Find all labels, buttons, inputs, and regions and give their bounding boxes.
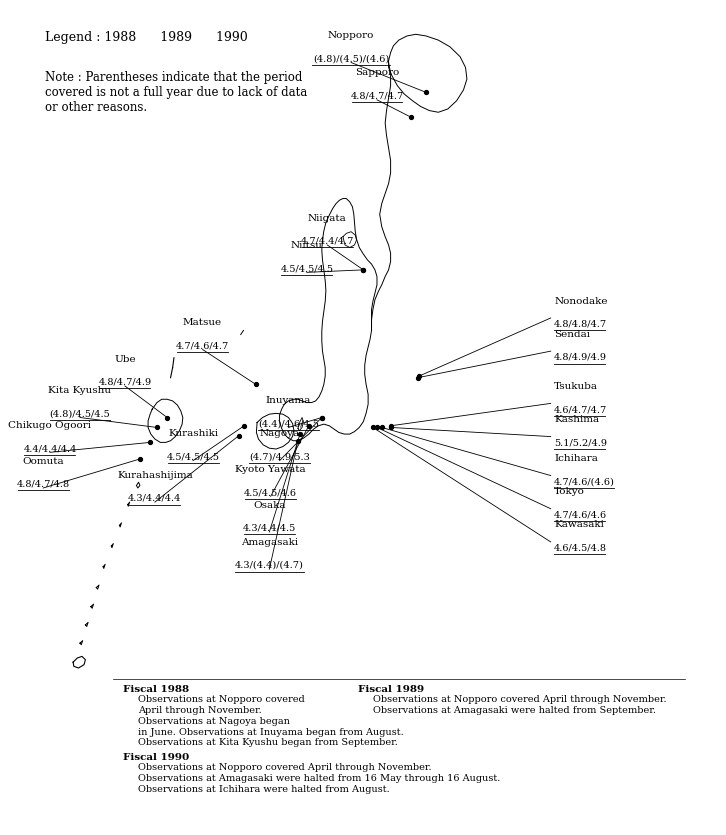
Text: 4.8/4.7/4.9: 4.8/4.7/4.9	[98, 377, 152, 387]
Text: Tokyo: Tokyo	[554, 488, 585, 496]
Text: 4.8/4.9/4.9: 4.8/4.9/4.9	[554, 353, 607, 362]
Text: Observations at Ichihara were halted from August.: Observations at Ichihara were halted fro…	[138, 785, 390, 794]
Text: Matsue: Matsue	[183, 318, 222, 327]
Text: 4.5/4.5/4.6: 4.5/4.5/4.6	[244, 488, 297, 497]
Text: 4.7/4.4/4.7: 4.7/4.4/4.7	[301, 236, 354, 245]
Text: Kurahashijima: Kurahashijima	[117, 471, 193, 480]
Text: Tsukuba: Tsukuba	[554, 382, 598, 391]
Text: Fiscal 1990: Fiscal 1990	[123, 752, 189, 762]
Text: Amagasaki: Amagasaki	[241, 538, 298, 547]
Text: Observations at Nopporo covered: Observations at Nopporo covered	[138, 696, 305, 705]
Text: Nagoya: Nagoya	[259, 429, 300, 438]
Text: 4.8/4.7/4.8: 4.8/4.7/4.8	[17, 480, 70, 488]
Text: (4.7)/4.9/5.3: (4.7)/4.9/5.3	[249, 453, 310, 461]
Text: 4.3/4.4/4.4: 4.3/4.4/4.4	[129, 493, 182, 503]
Text: 4.4/4.4/4.4: 4.4/4.4/4.4	[23, 444, 77, 453]
Text: Observations at Kita Kyushu began from September.: Observations at Kita Kyushu began from S…	[138, 738, 398, 747]
Text: 4.5/4.5/4.5: 4.5/4.5/4.5	[166, 453, 219, 461]
Text: Kawasaki: Kawasaki	[554, 520, 604, 529]
Text: April through November.: April through November.	[138, 706, 261, 715]
Text: 5.1/5.2/4.9: 5.1/5.2/4.9	[554, 438, 607, 448]
Text: Kashima: Kashima	[554, 415, 599, 424]
Text: 4.5/4.5/4.5: 4.5/4.5/4.5	[280, 264, 333, 273]
Text: Observations at Amagasaki were halted from 16 May through 16 August.: Observations at Amagasaki were halted fr…	[138, 774, 500, 783]
Text: Nopporo: Nopporo	[328, 31, 375, 40]
Text: Note : Parentheses indicate that the period
covered is not a full year due to la: Note : Parentheses indicate that the per…	[44, 71, 307, 114]
Text: Legend : 1988      1989      1990: Legend : 1988 1989 1990	[44, 31, 248, 44]
Text: 4.6/4.7/4.7: 4.6/4.7/4.7	[554, 405, 608, 414]
Text: Osaka: Osaka	[253, 500, 285, 509]
Text: Sapporo: Sapporo	[355, 68, 399, 78]
Text: (4.4)/4.6/4.5: (4.4)/4.6/4.5	[258, 419, 319, 428]
Text: Ube: Ube	[114, 355, 136, 363]
Text: Observations at Amagasaki were halted from September.: Observations at Amagasaki were halted fr…	[373, 706, 656, 715]
Text: 4.8/4.8/4.7: 4.8/4.8/4.7	[554, 320, 607, 329]
Text: Chikugo Ogoori: Chikugo Ogoori	[9, 421, 91, 430]
Text: Kurashiki: Kurashiki	[168, 429, 218, 438]
Text: Niigata: Niigata	[308, 214, 346, 223]
Text: Oomuta: Oomuta	[23, 457, 64, 466]
Text: 4.6/4.5/4.8: 4.6/4.5/4.8	[554, 544, 607, 553]
Text: 4.7/4.6/(4.6): 4.7/4.6/(4.6)	[554, 478, 615, 486]
Text: 4.7/4.6/4.6: 4.7/4.6/4.6	[554, 510, 607, 519]
Text: Observations at Nopporo covered April through November.: Observations at Nopporo covered April th…	[373, 696, 666, 705]
Text: Observations at Nagoya began: Observations at Nagoya began	[138, 717, 290, 726]
Text: Kyoto Yawata: Kyoto Yawata	[235, 465, 306, 474]
Text: Inuyama: Inuyama	[266, 396, 311, 405]
Text: Ichihara: Ichihara	[554, 454, 598, 463]
Text: Kita Kyushu: Kita Kyushu	[49, 386, 112, 395]
Text: in June. Observations at Inuyama began from August.: in June. Observations at Inuyama began f…	[138, 728, 404, 736]
Text: (4.8)/4.5/4.5: (4.8)/4.5/4.5	[49, 409, 110, 418]
Text: 4.7/4.6/4.7: 4.7/4.6/4.7	[176, 342, 229, 350]
Text: (4.8)/(4.5)/(4.6): (4.8)/(4.5)/(4.6)	[313, 54, 389, 63]
Text: 4.3/4.4/4.5: 4.3/4.4/4.5	[242, 524, 296, 533]
Text: Niitsu: Niitsu	[291, 241, 323, 250]
Text: 4.3/(4.4)/(4.7): 4.3/(4.4)/(4.7)	[235, 561, 303, 570]
Text: Fiscal 1988: Fiscal 1988	[123, 685, 189, 694]
Text: Sendai: Sendai	[554, 330, 590, 339]
Text: Fiscal 1989: Fiscal 1989	[358, 685, 424, 694]
Text: Nonodake: Nonodake	[554, 296, 608, 306]
Text: 4.8/4.7/4.7: 4.8/4.7/4.7	[351, 92, 404, 100]
Text: Observations at Nopporo covered April through November.: Observations at Nopporo covered April th…	[138, 763, 431, 772]
